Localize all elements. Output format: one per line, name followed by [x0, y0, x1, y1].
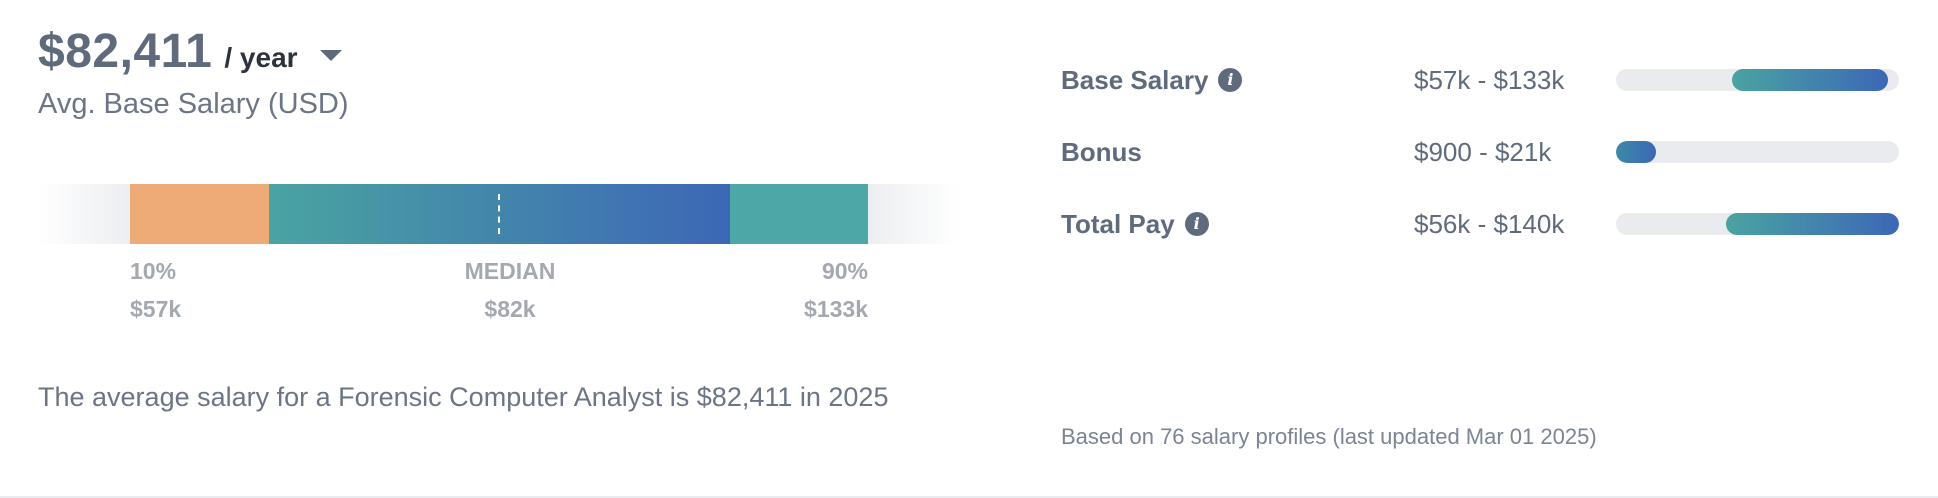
comp-range-total-pay: $56k - $140k [1414, 208, 1565, 239]
info-icon[interactable]: i [1218, 68, 1243, 92]
range-segment-low [130, 184, 269, 244]
comp-fill-base-salary [1732, 69, 1888, 91]
pay-period-label: / year [224, 42, 298, 73]
data-source-footnote: Based on 76 salary profiles (last update… [1061, 424, 1597, 449]
salary-subtitle: Avg. Base Salary (USD) [38, 88, 349, 120]
comp-label-base-salary: Base Salary i [1061, 60, 1243, 100]
salary-headline: $82,411 / year [38, 24, 958, 86]
comp-fill-bonus [1616, 141, 1656, 163]
comp-row-total-pay: Total Pay i $56k - $140k [1061, 204, 1901, 244]
comp-row-bonus: Bonus $900 - $21k [1061, 132, 1901, 172]
pay-period-dropdown[interactable]: / year [224, 42, 342, 74]
salary-description: The average salary for a Forensic Comput… [38, 382, 889, 412]
comp-label-bonus: Bonus [1061, 132, 1142, 172]
salary-range-bar [38, 184, 960, 244]
comp-fill-total-pay [1726, 213, 1899, 235]
comp-range-base-salary: $57k - $133k [1414, 64, 1565, 95]
comp-row-base-salary: Base Salary i $57k - $133k [1061, 60, 1901, 100]
compensation-breakdown: Base Salary i $57k - $133k Bonus $900 - … [1061, 0, 1901, 498]
median-label: MEDIAN [464, 258, 556, 284]
p90-label: 90% [821, 258, 868, 284]
comp-range-bonus: $900 - $21k [1414, 136, 1552, 167]
comp-label-text: Bonus [1061, 136, 1142, 167]
salary-summary: $82,411 / year Avg. Base Salary (USD) 10… [38, 24, 960, 412]
comp-label-text: Total Pay [1061, 208, 1175, 239]
caret-down-icon [319, 50, 342, 61]
comp-label-total-pay: Total Pay i [1061, 204, 1209, 244]
range-fade-right [868, 184, 960, 244]
range-fade-left [38, 184, 130, 244]
info-icon[interactable]: i [1184, 212, 1209, 236]
average-salary-amount: $82,411 [38, 25, 213, 78]
p90-value: $133k [804, 296, 868, 322]
comp-track-base-salary [1616, 69, 1899, 91]
comp-track-total-pay [1616, 213, 1899, 235]
p10-value: $57k [130, 296, 182, 322]
median-value: $82k [484, 296, 536, 322]
comp-label-text: Base Salary [1061, 64, 1209, 95]
p10-label: 10% [130, 258, 177, 284]
bottom-divider [0, 496, 1938, 498]
range-segment-high [730, 184, 868, 244]
median-marker [498, 194, 500, 234]
comp-track-bonus [1616, 141, 1899, 163]
